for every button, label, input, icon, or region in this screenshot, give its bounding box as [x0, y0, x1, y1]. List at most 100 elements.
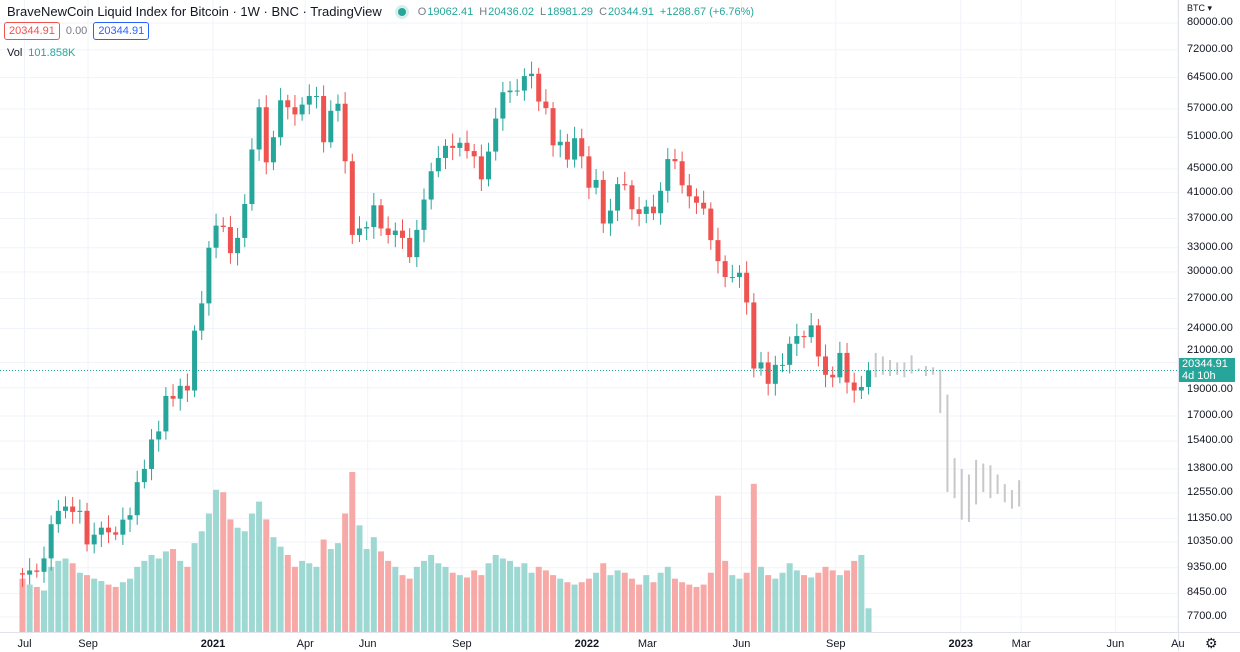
- price-axis-divider: [1178, 0, 1179, 651]
- volume-bar: [664, 566, 671, 632]
- candle-body: [141, 468, 147, 483]
- price-tick-label: 72000.00: [1187, 42, 1233, 55]
- volume-bar: [220, 492, 227, 632]
- candle-body: [550, 108, 556, 146]
- candle-body: [837, 352, 843, 378]
- settings-gear-icon[interactable]: ⚙: [1205, 635, 1218, 651]
- volume-bar: [521, 563, 528, 632]
- volume-bar: [442, 566, 449, 632]
- currency-selector[interactable]: BTC ▾: [1187, 3, 1213, 13]
- volume-bar: [177, 560, 184, 632]
- volume-bar: [621, 572, 628, 632]
- candle-body: [364, 227, 370, 229]
- candle-body: [701, 202, 707, 209]
- candle-body: [521, 76, 527, 91]
- candle-body: [19, 573, 25, 575]
- candle-body: [572, 138, 578, 160]
- time-tick-label: 2022: [574, 638, 600, 650]
- candle-body: [213, 225, 219, 248]
- candle-body: [356, 228, 362, 235]
- candle-body: [629, 185, 635, 210]
- candle-body: [679, 161, 685, 186]
- candle-body: [607, 210, 613, 224]
- candle-body: [263, 107, 269, 163]
- sell-button[interactable]: 20344.91: [4, 22, 60, 40]
- candle-body: [371, 205, 377, 228]
- candle-body: [199, 303, 205, 331]
- candle-body: [399, 230, 405, 238]
- volume-bar: [750, 483, 757, 632]
- volume-bar: [714, 495, 721, 632]
- ohlc-change: +1288.67 (+6.76%): [659, 5, 755, 18]
- volume-bar: [657, 572, 664, 632]
- candle-body: [55, 510, 61, 525]
- symbol-title[interactable]: BraveNewCoin Liquid Index for Bitcoin · …: [7, 4, 382, 19]
- price-tick-label: 64500.00: [1187, 70, 1233, 83]
- candle-body: [780, 364, 786, 366]
- candle-body: [557, 141, 563, 146]
- volume-bar: [26, 584, 33, 632]
- price-tick-label: 37000.00: [1187, 211, 1233, 224]
- volume-bar: [155, 558, 162, 632]
- volume-bar: [571, 584, 578, 632]
- volume-bar: [162, 551, 169, 632]
- market-status-icon: [397, 7, 406, 16]
- volume-bar: [55, 560, 62, 632]
- volume-bar: [205, 513, 212, 632]
- candle-body: [235, 237, 241, 254]
- time-tick-label: Sep: [452, 638, 472, 650]
- price-tick-label: 10350.00: [1187, 534, 1233, 547]
- time-tick-label: Jun: [358, 638, 377, 650]
- volume-bar: [313, 566, 320, 632]
- time-tick-label: 2023: [948, 638, 973, 650]
- price-tick-label: 9350.00: [1187, 560, 1227, 573]
- volume-bar: [363, 549, 370, 632]
- volume-bar: [392, 566, 399, 632]
- candle-body: [464, 142, 470, 152]
- candle-body: [407, 237, 413, 258]
- price-tick-label: 8450.00: [1187, 586, 1227, 599]
- volume-bar: [528, 572, 535, 632]
- candle-body: [227, 227, 233, 254]
- candle-body: [378, 205, 384, 229]
- candle-body: [98, 527, 104, 535]
- ohlc-low: L18981.29: [540, 5, 594, 18]
- buy-button[interactable]: 20344.91: [93, 22, 150, 40]
- volume-bar: [76, 572, 83, 632]
- candle-body: [48, 524, 54, 559]
- volume-bar: [535, 566, 542, 632]
- candle-body: [443, 145, 449, 158]
- candle-body: [593, 179, 599, 188]
- candle-body: [41, 558, 47, 572]
- volume-bar: [628, 578, 635, 632]
- candle-body: [120, 519, 126, 535]
- volume-bar: [650, 582, 657, 632]
- time-tick-label: Sep: [825, 638, 846, 650]
- candle-body: [335, 103, 341, 111]
- time-tick-label: Apr: [296, 638, 314, 650]
- time-axis-divider: [0, 632, 1240, 633]
- volume-bar: [858, 554, 865, 632]
- volume-bar: [700, 584, 707, 632]
- volume-bar: [449, 572, 456, 632]
- volume-bar: [593, 572, 600, 632]
- volume-bar: [48, 566, 55, 632]
- volume-bar: [62, 558, 69, 632]
- time-tick-label: Jun: [1106, 638, 1125, 650]
- candle-body: [385, 228, 391, 235]
- price-tick-label: 24000.00: [1187, 321, 1233, 334]
- candle-body: [722, 261, 728, 278]
- volume-bar: [585, 578, 592, 632]
- volume-bar: [227, 519, 234, 632]
- time-tick-label: Mar: [637, 638, 657, 650]
- candle-body: [500, 92, 506, 119]
- candle-body: [736, 272, 742, 278]
- price-tick-label: 11350.00: [1187, 511, 1233, 524]
- candle-body: [686, 185, 692, 197]
- volume-bar: [241, 531, 248, 632]
- volume-bar: [213, 489, 220, 632]
- volume-bar: [550, 575, 557, 632]
- candle-body: [815, 325, 821, 357]
- volume-bar: [263, 519, 270, 632]
